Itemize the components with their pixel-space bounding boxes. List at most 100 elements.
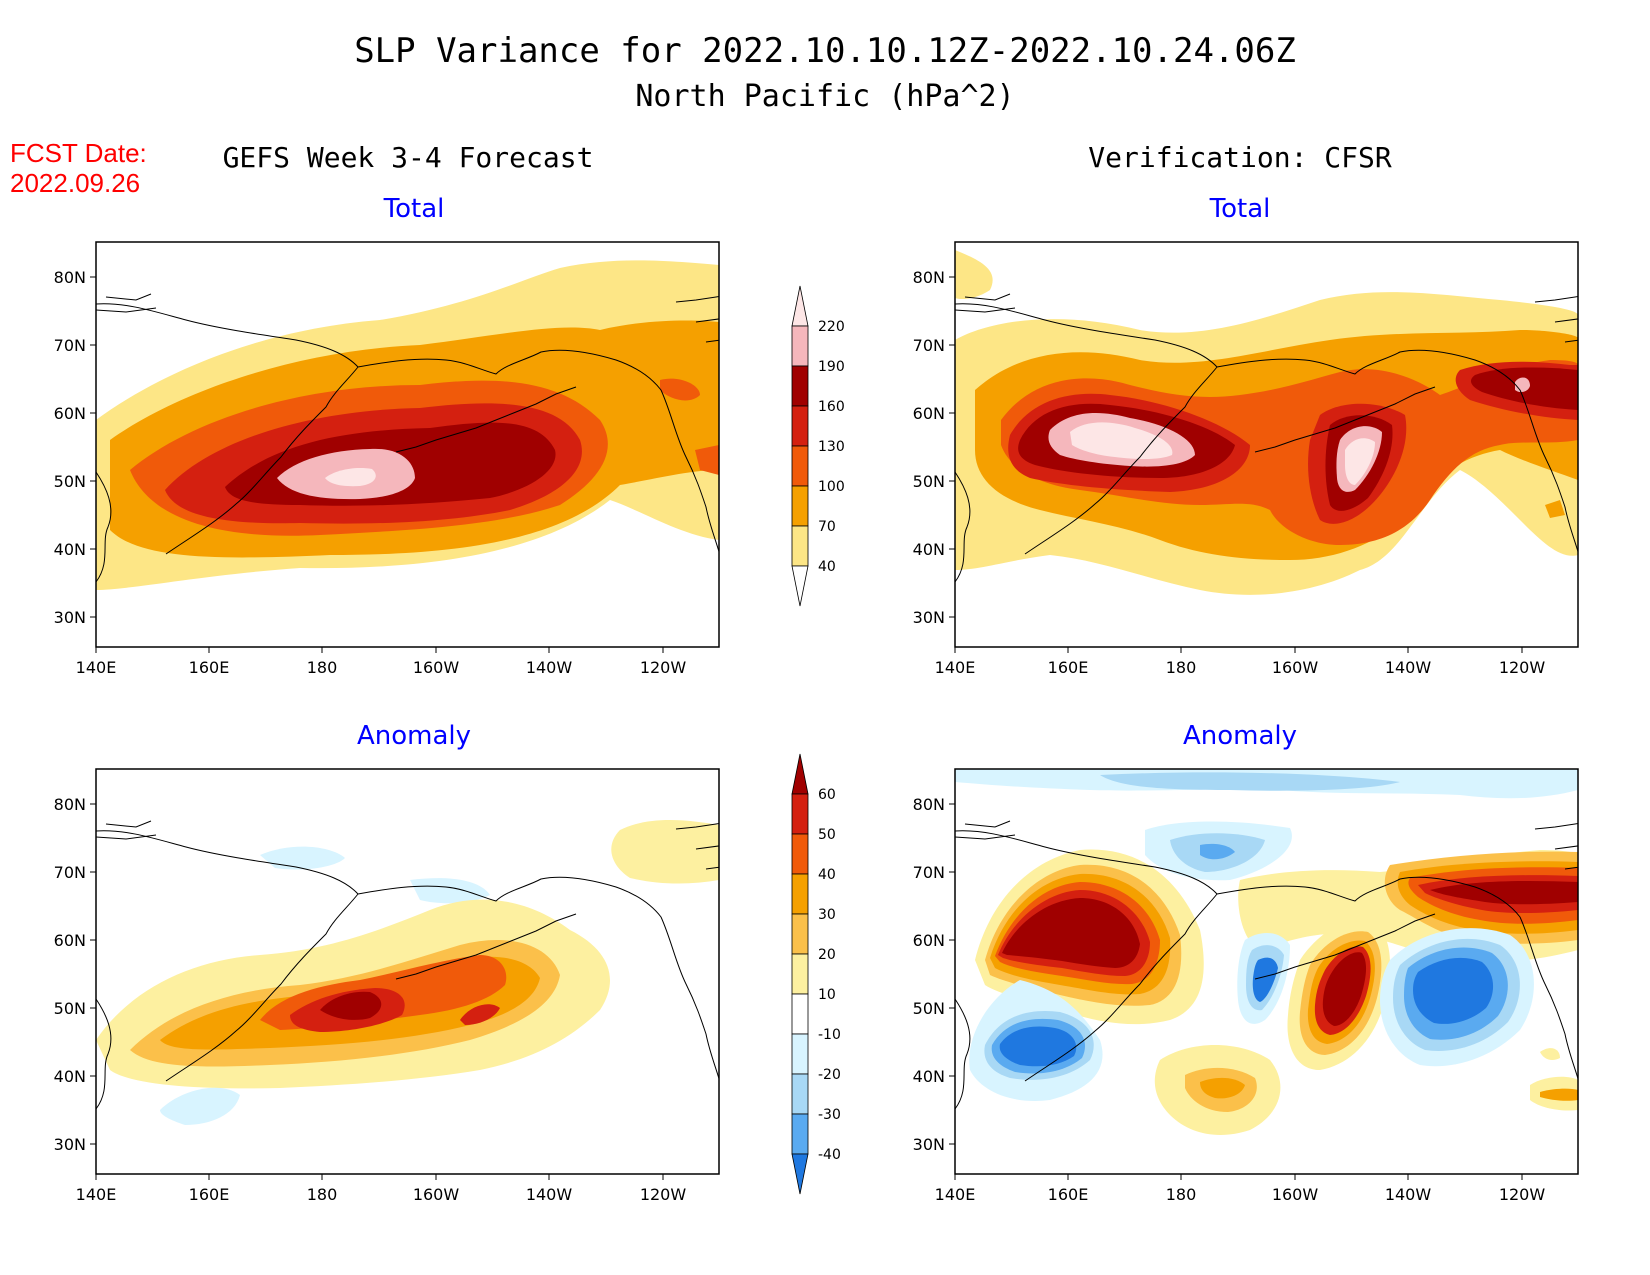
lat-label: 70N: [913, 863, 945, 882]
lat-label: 60N: [913, 931, 945, 950]
lat-label: 60N: [54, 404, 86, 423]
lat-label: 30N: [913, 1135, 945, 1154]
lon-label: 160W: [1272, 1185, 1319, 1204]
fcst-date: 2022.09.26: [10, 168, 140, 198]
colorbar-anomaly-label: 40: [818, 867, 836, 883]
colorbar-anomaly-segment: [791, 913, 809, 955]
panel-forecast-anomaly: 80N 70N 60N 50N 40N 30N 140E 160E 180 16…: [54, 768, 720, 1204]
lat-label: 30N: [54, 1135, 86, 1154]
colorbar-total-segment: [791, 325, 809, 367]
lat-label: 70N: [54, 336, 86, 355]
lon-label: 120W: [640, 658, 687, 677]
lon-label: 160W: [1272, 658, 1319, 677]
forecast-anomaly-lon-axis: 140E 160E 180 160W 140W 120W: [76, 1174, 687, 1204]
lat-label: 80N: [913, 795, 945, 814]
lon-label: 140W: [526, 1185, 573, 1204]
forecast-total-lat-axis: 80N 70N 60N 50N 40N 30N: [54, 268, 96, 627]
lon-label: 140E: [935, 658, 976, 677]
colorbar-anomaly-bottom-arrow: [791, 1153, 809, 1195]
verification-anomaly-contours: [955, 769, 1578, 1174]
verification-total-frame: [954, 241, 1579, 648]
left-column-title: GEFS Week 3-4 Forecast: [223, 141, 594, 174]
panel-title-anomaly-right: Anomaly: [1183, 721, 1297, 751]
lon-label: 180: [307, 1185, 338, 1204]
colorbar-total: 220 190 160 130 100 70 40: [791, 285, 845, 607]
colorbar-anomaly: 60 50 40 30 20 10 -10 -20 -30 -40: [791, 753, 841, 1195]
colorbar-anomaly-label: 30: [818, 907, 836, 923]
lon-label: 180: [1166, 658, 1197, 677]
verification-total-contours: [955, 242, 1578, 647]
colorbar-anomaly-segment: [791, 993, 809, 1035]
figure-title-line1: SLP Variance for 2022.10.10.12Z-2022.10.…: [354, 31, 1296, 71]
colorbar-anomaly-label: 60: [818, 787, 836, 803]
lon-label: 140E: [935, 1185, 976, 1204]
lon-label: 160E: [189, 658, 230, 677]
colorbar-anomaly-segment: [791, 1073, 809, 1115]
lon-label: 160E: [1048, 1185, 1089, 1204]
verification-anomaly-frame: [954, 768, 1579, 1175]
colorbar-total-segment: [791, 445, 809, 487]
lon-label: 180: [1166, 1185, 1197, 1204]
colorbar-anomaly-label: -40: [818, 1147, 841, 1163]
colorbar-total-segment: [791, 405, 809, 447]
lat-label: 40N: [54, 1067, 86, 1086]
colorbar-total-segment: [791, 365, 809, 407]
lon-label: 160E: [189, 1185, 230, 1204]
lat-label: 70N: [913, 336, 945, 355]
verification-total-lat-axis: 80N 70N 60N 50N 40N 30N: [913, 268, 955, 627]
lon-label: 160W: [413, 1185, 460, 1204]
lon-label: 140E: [76, 658, 117, 677]
panel-forecast-total: 80N 70N 60N 50N 40N 30N 140E 160E 180 16…: [54, 241, 720, 677]
colorbar-total-top-arrow: [791, 285, 809, 327]
colorbar-total-label: 40: [818, 559, 836, 575]
verification-anomaly-lat-axis: 80N 70N 60N 50N 40N 30N: [913, 795, 955, 1154]
colorbar-total-segment: [791, 485, 809, 527]
figure-title-line2: North Pacific (hPa^2): [635, 79, 1014, 114]
colorbar-total-segment: [791, 525, 809, 567]
lon-label: 160E: [1048, 658, 1089, 677]
lon-label: 160W: [413, 658, 460, 677]
right-column-title: Verification: CFSR: [1088, 141, 1392, 174]
lat-label: 60N: [913, 404, 945, 423]
colorbar-anomaly-segment: [791, 873, 809, 915]
lon-label: 140E: [76, 1185, 117, 1204]
lat-label: 50N: [54, 472, 86, 491]
lat-label: 70N: [54, 863, 86, 882]
colorbar-anomaly-top-arrow: [791, 753, 809, 795]
lon-label: 120W: [640, 1185, 687, 1204]
lon-label: 140W: [1385, 1185, 1432, 1204]
colorbar-anomaly-label: 20: [818, 947, 836, 963]
lat-label: 80N: [54, 268, 86, 287]
lat-label: 50N: [54, 999, 86, 1018]
colorbar-total-label: 70: [818, 519, 836, 535]
lat-label: 50N: [913, 999, 945, 1018]
colorbar-total-label: 130: [818, 439, 845, 455]
colorbar-total-label: 220: [818, 319, 845, 335]
lon-label: 120W: [1499, 1185, 1546, 1204]
colorbar-anomaly-segment: [791, 1113, 809, 1155]
lat-label: 40N: [913, 540, 945, 559]
lon-label: 140W: [1385, 658, 1432, 677]
colorbar-anomaly-label: -20: [818, 1067, 841, 1083]
verification-total-lon-axis: 140E 160E 180 160W 140W 120W: [935, 647, 1546, 677]
lat-label: 40N: [54, 540, 86, 559]
lat-label: 80N: [54, 795, 86, 814]
lon-label: 140W: [526, 658, 573, 677]
colorbar-total-label: 160: [818, 399, 845, 415]
verification-anomaly-lon-axis: 140E 160E 180 160W 140W 120W: [935, 1174, 1546, 1204]
panel-verification-total: 80N 70N 60N 50N 40N 30N 140E 160E 180 16…: [913, 241, 1579, 677]
lon-label: 180: [307, 658, 338, 677]
panel-title-total-right: Total: [1209, 194, 1271, 224]
colorbar-anomaly-segment: [791, 953, 809, 995]
lat-label: 30N: [54, 608, 86, 627]
colorbar-anomaly-label: -10: [818, 1027, 841, 1043]
lat-label: 40N: [913, 1067, 945, 1086]
forecast-total-lon-axis: 140E 160E 180 160W 140W 120W: [76, 647, 687, 677]
lat-label: 30N: [913, 608, 945, 627]
colorbar-total-bottom-arrow: [791, 565, 809, 607]
colorbar-anomaly-label: 10: [818, 987, 836, 1003]
lon-label: 120W: [1499, 658, 1546, 677]
lat-label: 80N: [913, 268, 945, 287]
colorbar-anomaly-segment: [791, 1033, 809, 1075]
